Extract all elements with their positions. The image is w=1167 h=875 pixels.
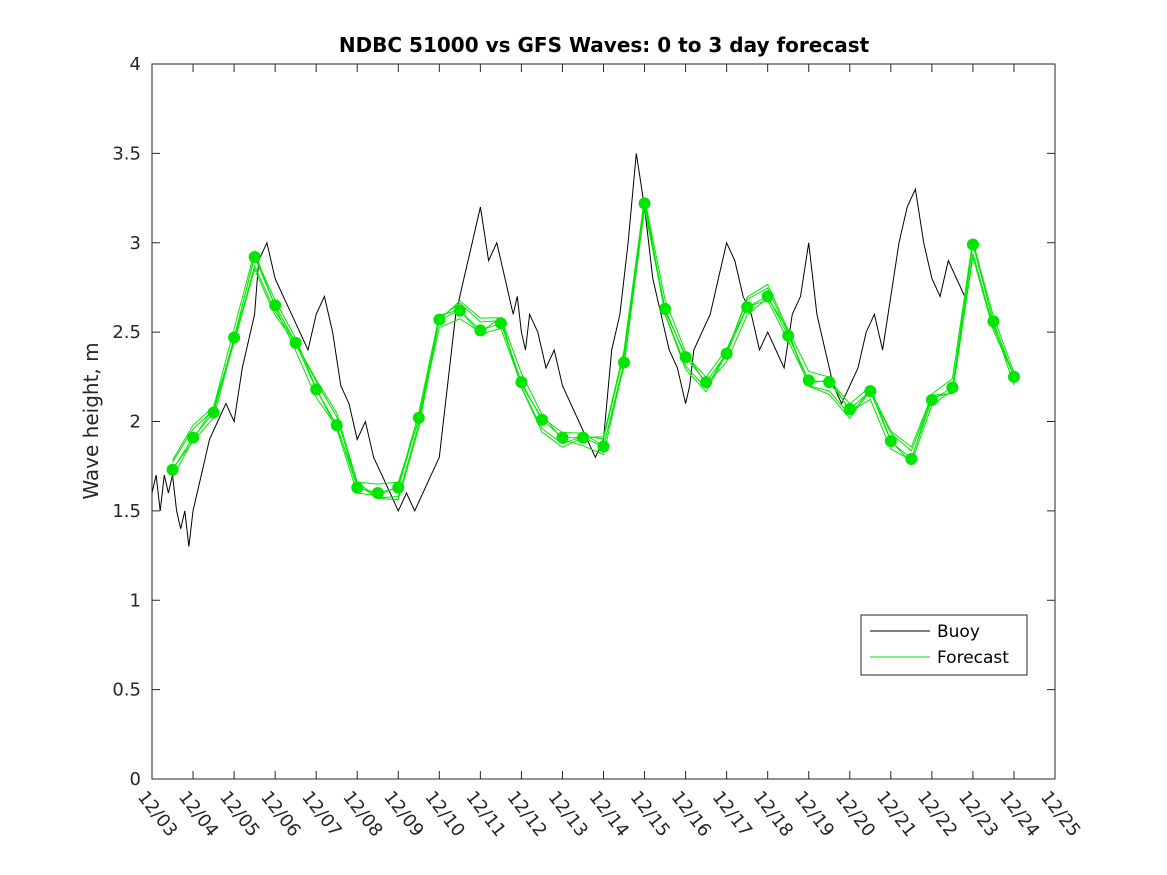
forecast-point — [761, 290, 774, 303]
forecast-point — [843, 402, 856, 415]
y-tick-label: 2.5 — [112, 322, 141, 343]
forecast-point — [330, 419, 343, 432]
forecast-point — [823, 376, 836, 389]
forecast-point — [987, 315, 1000, 328]
plot-frame — [151, 63, 1056, 780]
forecast-point — [905, 453, 918, 466]
legend: Buoy Forecast — [860, 614, 1028, 676]
forecast-point — [371, 487, 384, 499]
forecast-point — [802, 374, 815, 387]
forecast-point — [946, 381, 959, 394]
forecast-point — [597, 440, 610, 453]
forecast-point — [453, 304, 466, 317]
y-tick-label: 4 — [130, 54, 141, 75]
forecast-point — [638, 197, 651, 210]
forecast-point — [494, 317, 507, 330]
forecast-point — [535, 413, 548, 426]
y-axis-label: Wave height, m — [79, 342, 103, 499]
forecast-point — [618, 356, 631, 369]
forecast-point — [187, 431, 200, 444]
forecast-point — [166, 463, 179, 476]
forecast-point — [207, 406, 220, 419]
forecast-point — [392, 481, 405, 494]
forecast-point — [700, 376, 713, 389]
y-tick-label: 2 — [130, 412, 141, 433]
forecast-point — [576, 431, 589, 444]
forecast-point — [864, 385, 877, 398]
forecast-point — [966, 238, 979, 251]
legend-buoy-label: Buoy — [937, 622, 980, 642]
forecast-point — [720, 347, 733, 360]
forecast-point — [659, 302, 672, 315]
buoy-series-line — [151, 153, 966, 547]
forecast-point — [228, 331, 241, 344]
legend-box — [860, 614, 1028, 676]
forecast-point — [474, 324, 487, 337]
forecast-point — [433, 313, 446, 326]
forecast-point — [782, 329, 795, 342]
y-tick-label: 3.5 — [112, 143, 141, 164]
forecast-point — [515, 376, 528, 389]
forecast-point — [412, 411, 425, 424]
y-tick-label: 1.5 — [112, 501, 141, 522]
plot-series — [151, 153, 1020, 547]
forecast-point — [679, 351, 692, 364]
forecast-point — [289, 336, 302, 349]
forecast-point — [925, 394, 938, 407]
forecast-point — [310, 383, 323, 396]
forecast-point — [351, 481, 364, 494]
y-tick-label: 0 — [130, 769, 141, 790]
legend-forecast-label: Forecast — [937, 648, 1009, 668]
forecast-series-line — [172, 198, 1015, 501]
forecast-point — [269, 299, 282, 312]
y-tick-label: 3 — [130, 233, 141, 254]
forecast-point — [741, 301, 754, 314]
forecast-point — [248, 251, 261, 264]
y-axis: 0 0.5 1 1.5 2 2.5 3 3.5 4 — [112, 54, 1055, 790]
y-tick-label: 0.5 — [112, 680, 141, 701]
forecast-point — [556, 431, 569, 444]
y-tick-label: 1 — [130, 590, 141, 611]
chart-title: NDBC 51000 vs GFS Waves: 0 to 3 day fore… — [339, 33, 870, 57]
forecast-point — [884, 435, 897, 448]
forecast-point — [1007, 370, 1020, 383]
